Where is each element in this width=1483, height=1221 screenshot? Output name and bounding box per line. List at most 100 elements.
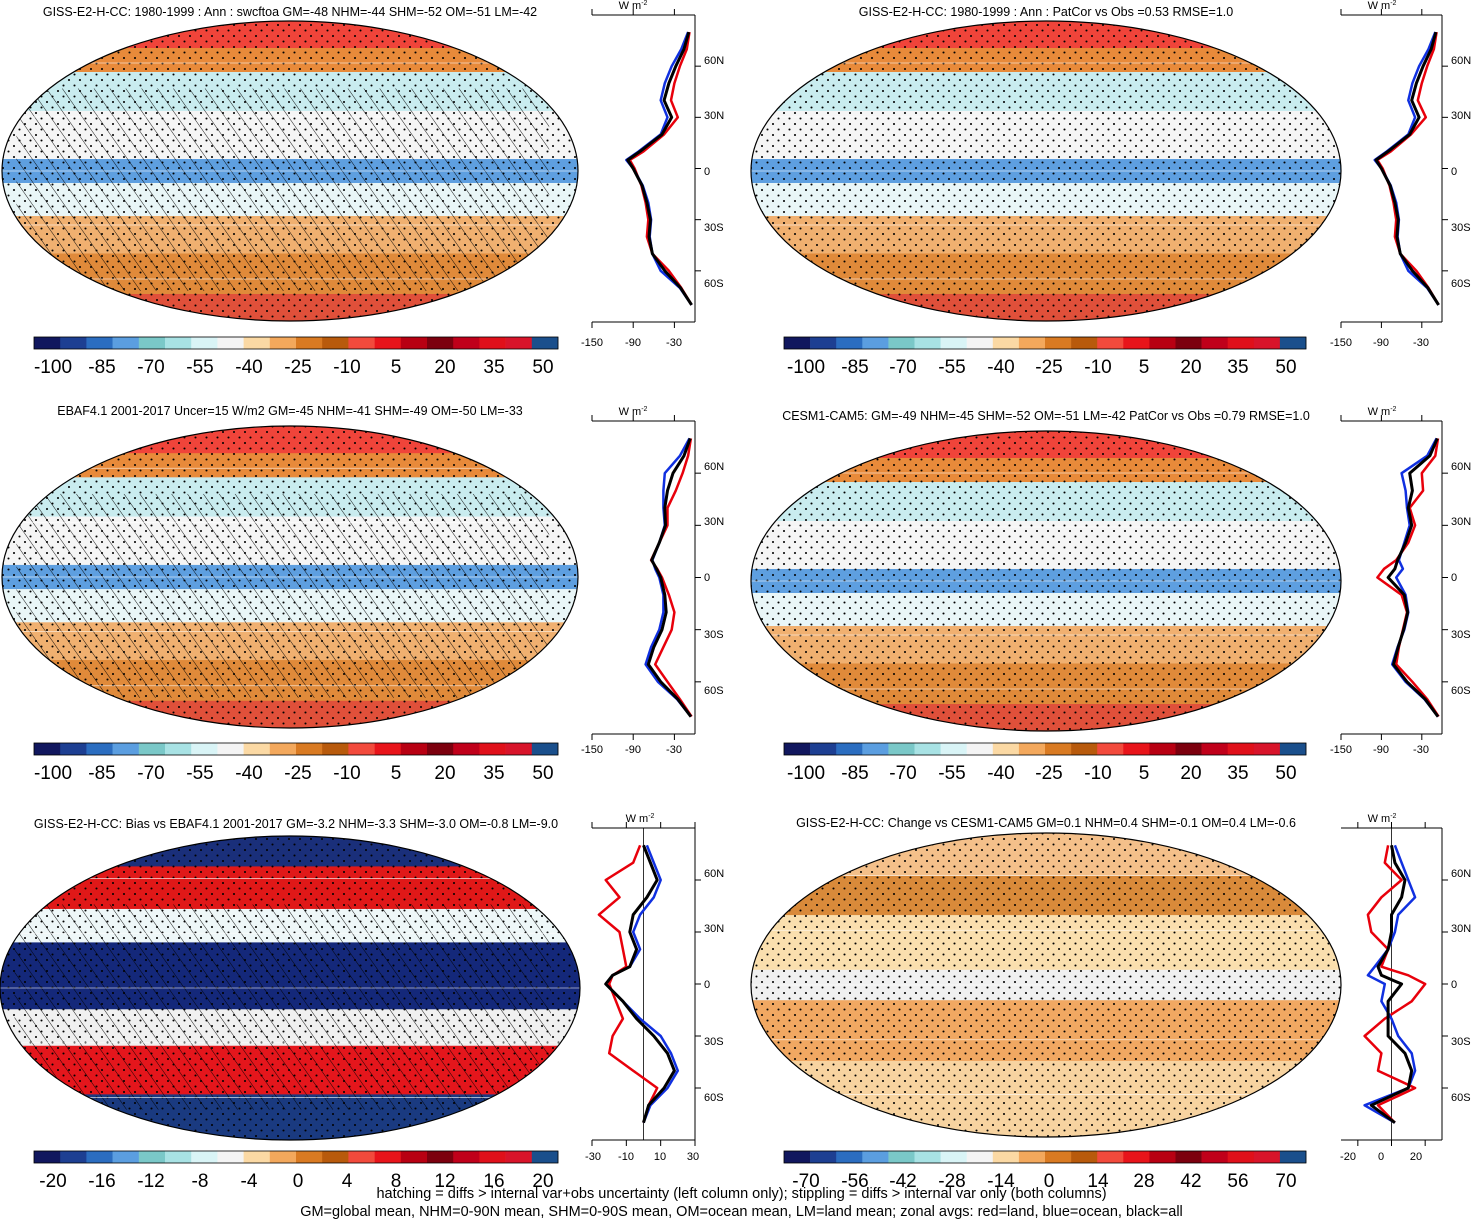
colorbar-frame bbox=[783, 1150, 1307, 1164]
colorbar-swatch bbox=[531, 337, 559, 349]
colorbar-swatch bbox=[914, 337, 941, 349]
colorbar-swatch bbox=[86, 743, 113, 755]
colorbar bbox=[33, 336, 559, 350]
colorbar-swatch bbox=[374, 743, 402, 755]
colorbar-label: 35 bbox=[1227, 763, 1248, 784]
zonal-value-tick: -90 bbox=[1373, 337, 1389, 349]
zonal-lat-tick: 0 bbox=[704, 166, 710, 178]
colorbar-swatch bbox=[296, 743, 323, 755]
zonal-unit-exponent: -2 bbox=[648, 813, 654, 820]
map-outline bbox=[1, 20, 579, 322]
colorbar-swatch bbox=[165, 743, 192, 755]
zonal-value-tick: -150 bbox=[581, 744, 603, 756]
map-outline bbox=[1, 425, 579, 729]
colorbar-swatch bbox=[165, 1151, 192, 1163]
colorbar-swatch bbox=[940, 743, 967, 755]
colorbar-swatch bbox=[191, 1151, 218, 1163]
colorbar-label: 8 bbox=[391, 1171, 402, 1192]
colorbar-label: 35 bbox=[483, 763, 504, 784]
colorbar-swatch bbox=[60, 1151, 87, 1163]
colorbar-swatch bbox=[112, 337, 140, 349]
zonal-lat-tick: 30S bbox=[1451, 222, 1471, 234]
zonal-all-series bbox=[1386, 437, 1440, 718]
zonal-value-tick: 30 bbox=[687, 1151, 699, 1163]
colorbar-label: -100 bbox=[787, 357, 825, 378]
colorbar-swatch bbox=[505, 337, 533, 349]
map-field bbox=[751, 21, 1341, 321]
colorbar-label: 35 bbox=[483, 357, 504, 378]
zonal-unit-label: W m-2 bbox=[619, 0, 648, 12]
colorbar-swatch bbox=[992, 1151, 1020, 1163]
zonal-lat-tick: 0 bbox=[1451, 166, 1457, 178]
zonal-value-tick: -10 bbox=[618, 1151, 634, 1163]
colorbar-swatch bbox=[479, 1151, 506, 1163]
colorbar-swatch bbox=[479, 743, 506, 755]
colorbar-frame bbox=[33, 1150, 559, 1164]
zonal-lat-tick: 30N bbox=[1451, 110, 1471, 122]
zonal-unit: W m bbox=[1368, 813, 1391, 825]
colorbar-swatch bbox=[1071, 1151, 1098, 1163]
colorbar-swatch bbox=[60, 337, 87, 349]
zonal-lat-tick: 60S bbox=[704, 278, 724, 290]
colorbar-swatch bbox=[427, 743, 454, 755]
colorbar-swatch bbox=[966, 743, 994, 755]
zonal-lat-tick: 30N bbox=[1451, 923, 1471, 935]
zonal-ocean-series bbox=[1363, 844, 1417, 1124]
colorbar-swatch bbox=[1071, 743, 1098, 755]
colorbar-swatch bbox=[165, 337, 192, 349]
colorbar-swatch bbox=[1018, 743, 1046, 755]
colorbar-swatch bbox=[1175, 337, 1202, 349]
colorbar-swatch bbox=[479, 337, 506, 349]
colorbar-swatch bbox=[940, 1151, 967, 1163]
panel-top-right: GISS-E2-H-CC: 1980-1999 : Ann : PatCor v… bbox=[750, 0, 1471, 378]
map-outline bbox=[750, 832, 1342, 1138]
colorbar-swatch bbox=[191, 337, 218, 349]
colorbar-swatch bbox=[112, 743, 140, 755]
colorbar-swatch bbox=[914, 1151, 941, 1163]
zonal-unit-label: W m-2 bbox=[1368, 813, 1397, 825]
colorbar-label: -85 bbox=[841, 763, 868, 784]
colorbar-label: -70 bbox=[889, 357, 916, 378]
colorbar-swatch bbox=[86, 1151, 113, 1163]
colorbar-label: 50 bbox=[532, 357, 553, 378]
colorbar-swatch bbox=[836, 1151, 863, 1163]
colorbar-swatch bbox=[862, 743, 889, 755]
colorbar-swatch bbox=[784, 743, 811, 755]
colorbar-swatch bbox=[1018, 337, 1046, 349]
panel-bottom-left: GISS-E2-H-CC: Bias vs EBAF4.1 2001-2017 … bbox=[0, 813, 724, 1192]
zonal-mean-plot: W m-2 60N 30N 0 30S 60S -150 -90 -30 bbox=[1330, 406, 1471, 756]
colorbar-label: -12 bbox=[137, 1171, 164, 1192]
colorbar-frame bbox=[33, 336, 559, 350]
zonal-value-tick: -30 bbox=[666, 337, 682, 349]
colorbar-swatch bbox=[269, 1151, 297, 1163]
colorbar-swatch bbox=[1175, 1151, 1202, 1163]
colorbar-swatch bbox=[1279, 1151, 1307, 1163]
zonal-lat-tick: 60N bbox=[1451, 868, 1471, 880]
colorbar-label: -40 bbox=[987, 357, 1014, 378]
zonal-ocean-series bbox=[1390, 437, 1439, 718]
colorbar-swatch bbox=[138, 743, 166, 755]
colorbar-swatch bbox=[1149, 743, 1176, 755]
colorbar-swatch bbox=[243, 337, 271, 349]
zonal-unit-exponent: -2 bbox=[641, 0, 647, 7]
map-plot bbox=[750, 832, 1342, 1138]
zonal-lat-tick: 0 bbox=[704, 572, 710, 584]
colorbar-swatch bbox=[992, 337, 1020, 349]
colorbar-swatch bbox=[888, 1151, 915, 1163]
zonal-value-tick: -20 bbox=[1340, 1151, 1356, 1163]
zonal-lat-tick: 30N bbox=[704, 110, 724, 122]
map-field bbox=[2, 426, 578, 728]
colorbar-label: -25 bbox=[1035, 763, 1062, 784]
colorbar-swatch bbox=[453, 337, 480, 349]
panel-middle-left: EBAF4.1 2001-2017 Uncer=15 W/m2 GM=-45 N… bbox=[1, 404, 724, 784]
colorbar-swatch bbox=[810, 1151, 837, 1163]
colorbar-swatch bbox=[531, 1151, 559, 1163]
colorbar-swatch bbox=[1149, 337, 1176, 349]
colorbar-swatch bbox=[348, 743, 375, 755]
colorbar-swatch bbox=[1018, 1151, 1046, 1163]
colorbar-label: -10 bbox=[1084, 763, 1111, 784]
panel-title: GISS-E2-H-CC: 1980-1999 : Ann : PatCor v… bbox=[859, 5, 1234, 19]
colorbar-swatch bbox=[348, 337, 375, 349]
colorbar-label: -10 bbox=[333, 357, 360, 378]
panel-title: EBAF4.1 2001-2017 Uncer=15 W/m2 GM=-45 N… bbox=[57, 404, 523, 418]
